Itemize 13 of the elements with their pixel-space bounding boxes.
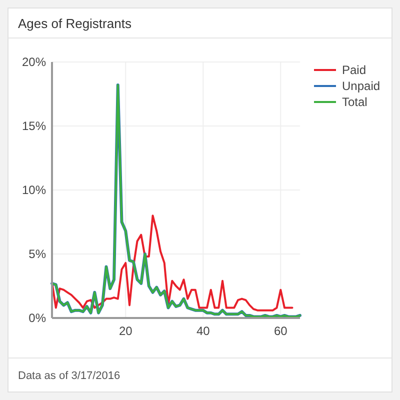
text: Data as of 3/17/2016 (18, 370, 120, 382)
x-tick-label: 20 (118, 324, 133, 338)
y-tick-label: 5% (28, 247, 46, 262)
legend-label: Total (342, 95, 368, 110)
legend-label: Paid (342, 63, 366, 78)
x-tick-label: 60 (274, 324, 288, 338)
y-tick-label: 10% (22, 183, 46, 198)
y-tick-label: 15% (22, 119, 46, 134)
y-tick-label: 0% (28, 311, 46, 326)
legend-label: Unpaid (342, 79, 380, 94)
chart-title: Ages of Registrants (18, 16, 132, 31)
y-tick-label: 20% (22, 55, 46, 70)
x-tick-label: 40 (196, 324, 210, 338)
